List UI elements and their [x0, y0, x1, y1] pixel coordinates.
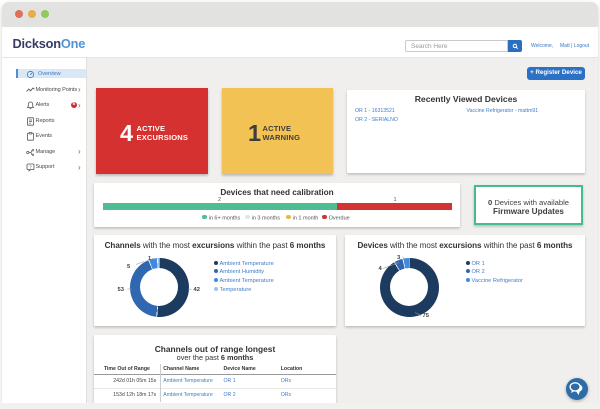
svg-text:?: ?: [29, 165, 32, 170]
